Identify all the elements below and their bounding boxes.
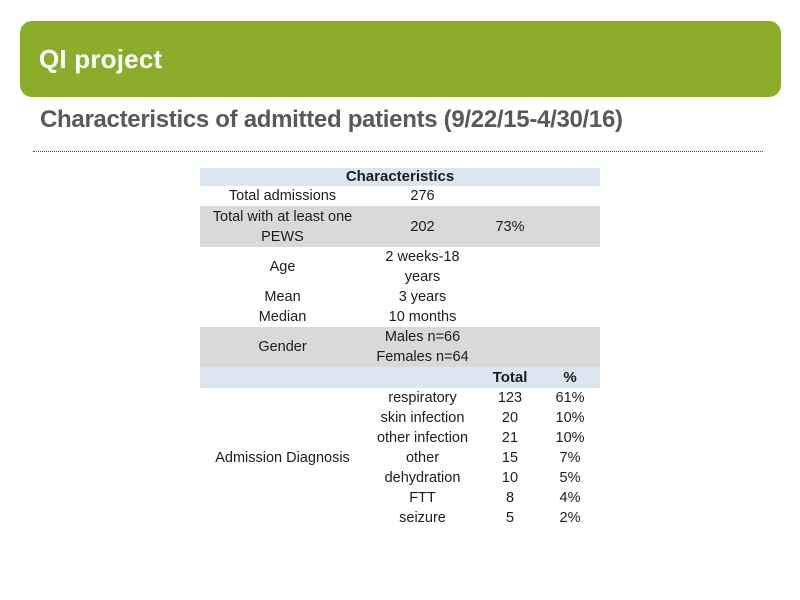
table-row-other: other 15 7% — [200, 448, 600, 468]
total-header-cell: Total — [480, 367, 540, 388]
percent-cell — [480, 307, 540, 327]
table-row-seizure: seizure 5 2% — [200, 508, 600, 528]
label-cell: Age — [269, 259, 296, 275]
percent-header-cell: % — [540, 367, 601, 388]
diagnosis-percent-cell: 2% — [559, 510, 581, 526]
table-row-total-admissions: Total admissions 276 — [200, 186, 600, 206]
empty-cell — [540, 247, 600, 287]
empty-cell — [540, 186, 600, 206]
percent-cell — [480, 287, 540, 307]
gender-value-cell: Males n=66 Females n=64 — [365, 327, 480, 367]
diagnosis-percent-cell: 5% — [559, 470, 581, 486]
slide-title: Characteristics of admitted patients (9/… — [40, 106, 623, 133]
diagnosis-total-cell: 10 — [501, 470, 519, 486]
table-row-respiratory: Admission Diagnosis respiratory 123 61% — [200, 388, 600, 466]
empty-cell — [540, 206, 601, 247]
percent-cell — [480, 327, 540, 367]
empty-cell — [200, 367, 365, 388]
percent-cell — [480, 247, 540, 287]
diagnosis-name-cell: skin infection — [380, 410, 465, 426]
header-title: QI project — [39, 43, 163, 74]
diagnosis-label-cell: Admission Diagnosis — [215, 450, 350, 466]
table-row-skin-infection: skin infection 20 10% — [200, 408, 600, 428]
table-title-cell: Characteristics — [200, 168, 601, 186]
table-row-mean: Mean 3 years — [200, 287, 600, 307]
diagnosis-name-cell: respiratory — [388, 390, 457, 406]
characteristics-table: Characteristics Total admissions 276 Tot… — [200, 168, 601, 528]
table-row-gender: Gender Males n=66 Females n=64 — [200, 327, 601, 367]
empty-cell — [365, 367, 480, 388]
table-title-row: Characteristics — [200, 168, 601, 186]
table-subheader-row: Total % — [200, 367, 601, 388]
diagnosis-total-cell: 123 — [497, 390, 523, 406]
diagnosis-total-cell: 21 — [501, 430, 519, 446]
header-bar: QI project — [20, 21, 781, 97]
diagnosis-total-cell: 15 — [501, 450, 519, 466]
label-cell: Mean — [264, 289, 301, 305]
diagnosis-percent-cell: 7% — [559, 450, 581, 466]
value-cell: 2 weeks-18 years — [385, 249, 460, 285]
diagnosis-total-cell: 5 — [505, 510, 515, 526]
diagnosis-name-cell: seizure — [399, 510, 446, 526]
dotted-divider — [33, 151, 763, 152]
table-row-dehydration: dehydration 10 5% — [200, 468, 600, 488]
diagnosis-name-cell: FTT — [409, 490, 436, 506]
label-cell: Total admissions — [228, 188, 337, 204]
percent-cell — [480, 186, 540, 206]
label-cell: Gender — [200, 327, 365, 367]
diagnosis-percent-cell: 10% — [555, 410, 585, 426]
value-cell: 3 years — [398, 289, 447, 305]
diagnosis-total-cell: 20 — [501, 410, 519, 426]
value-cell: 202 — [365, 206, 480, 247]
diagnosis-percent-cell: 10% — [555, 430, 585, 446]
percent-cell: 73% — [480, 206, 540, 247]
value-cell: 276 — [410, 188, 435, 204]
table-row-ftt: FTT 8 4% — [200, 488, 600, 508]
empty-cell — [540, 327, 601, 367]
diagnosis-name-cell: dehydration — [384, 470, 461, 486]
diagnosis-name-cell: other infection — [376, 430, 469, 446]
gender-females-value: Females n=64 — [376, 349, 469, 365]
diagnosis-percent-cell: 4% — [559, 490, 581, 506]
table-row-age: Age 2 weeks-18 years — [200, 247, 600, 287]
value-cell: 10 months — [388, 309, 457, 325]
diagnosis-name-cell: other — [405, 450, 440, 466]
label-cell: Median — [258, 309, 307, 325]
diagnosis-total-cell: 8 — [505, 490, 515, 506]
diagnosis-percent-cell: 61% — [555, 390, 585, 406]
table-row-pews: Total with at least one PEWS 202 73% — [200, 206, 601, 247]
label-cell: Total with at least one PEWS — [200, 206, 365, 247]
empty-cell — [540, 307, 600, 327]
empty-cell — [540, 287, 600, 307]
table-row-other-infection: other infection 21 10% — [200, 428, 600, 448]
table-row-median: Median 10 months — [200, 307, 600, 327]
gender-males-value: Males n=66 — [384, 329, 461, 345]
